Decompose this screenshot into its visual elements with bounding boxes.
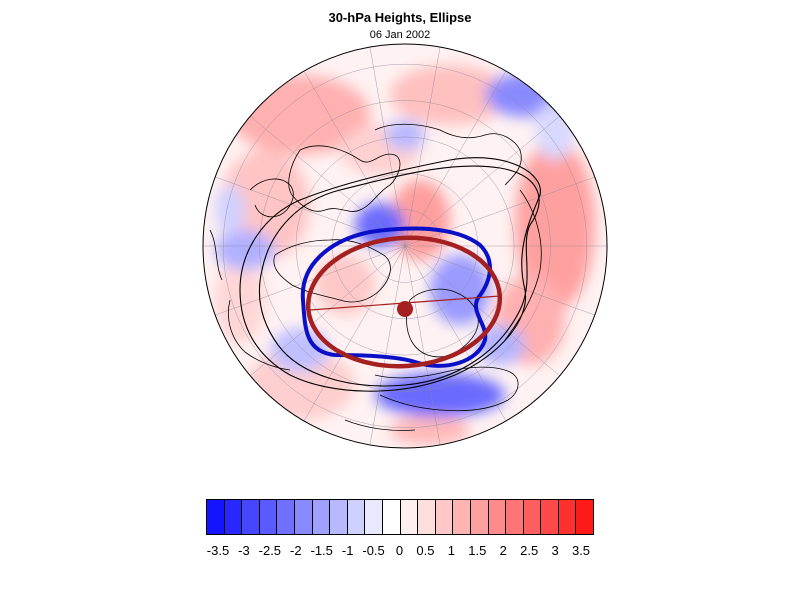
colorbar-cell [224, 500, 243, 534]
meridian-line [250, 115, 406, 247]
meridian-line [404, 115, 560, 247]
map-title: 30-hPa Heights, Ellipse [328, 10, 472, 25]
colorbar-tick-label: 3.5 [571, 543, 591, 558]
colorbar-tick-label: 0.5 [416, 543, 435, 558]
graticule [203, 47, 607, 445]
outer-contour-2 [239, 157, 541, 392]
meridian-line [404, 245, 560, 377]
coastlines [209, 123, 542, 431]
coastline-east [504, 189, 542, 341]
anomaly-patch-negative [430, 255, 490, 325]
colorbar-cell [541, 500, 559, 534]
meridian-line [404, 176, 595, 247]
coastline-greenland [288, 145, 401, 212]
colorbar-cell [242, 500, 260, 534]
colorbar-cell [523, 500, 542, 534]
colorbar-cell [576, 500, 594, 534]
colorbar-tick-label: -3 [238, 543, 250, 558]
colorbar-tick-label: -1 [341, 543, 354, 558]
meridian-line [215, 176, 406, 247]
anomaly-patch-negative [535, 100, 575, 160]
colorbar-tick-label: 2 [499, 543, 507, 558]
colorbar-tick-label: 0 [395, 543, 404, 558]
meridian-line [404, 245, 441, 445]
globe-outline [202, 43, 608, 449]
height-contours [239, 157, 541, 392]
anomaly-patch-positive [515, 140, 595, 310]
globe-body [203, 44, 607, 448]
meridian-line [303, 70, 406, 247]
meridian-line [250, 245, 406, 377]
colorbar-cell [365, 500, 383, 534]
coastline-island [249, 178, 294, 218]
meridian-line [369, 245, 406, 445]
meridian-line [303, 245, 406, 422]
colorbar-tick-label: -1.5 [310, 543, 333, 558]
map-subtitle: 06 Jan 2002 [369, 29, 431, 41]
colorbar-cell [400, 500, 419, 534]
colorbar-cell [330, 500, 348, 534]
meridian-line [404, 245, 595, 316]
meridian-line [404, 245, 507, 422]
outer-contour [258, 165, 540, 387]
colorbar-tick-label: -2.5 [258, 543, 282, 558]
colorbar-tick-label: 2.5 [520, 543, 539, 558]
coastline-eurasia-south [374, 366, 519, 412]
colorbar-labels: -3.5 -3 -2.5 -2 -1.5 -1 -0.5 0 0.5 1 1.5 2 2.5 3 3.5 [0, 543, 800, 563]
meridian-line [215, 245, 406, 316]
colorbar-cell [418, 500, 436, 534]
coastline-siberia [228, 299, 291, 371]
anomaly-patch-positive [390, 415, 470, 445]
colorbar-tick-label: 3 [551, 543, 559, 558]
colorbar-cell [488, 500, 507, 534]
colorbar-cell [470, 500, 489, 534]
colorbar-cell [312, 500, 331, 534]
meridian-line [369, 47, 406, 247]
colorbar [206, 499, 594, 535]
colorbar-tick-label: -2 [290, 543, 302, 558]
colorbar-cell [558, 500, 577, 534]
meridian-line [404, 47, 441, 247]
colorbar-cell [259, 500, 278, 534]
anomaly-patch-negative [385, 120, 425, 150]
colorbar-cell [294, 500, 313, 534]
anomaly-patch-positive [315, 255, 375, 315]
coastline-arctic-islands [273, 239, 391, 303]
anomaly-patch-negative [215, 185, 245, 235]
anomaly-patch-negative [375, 373, 505, 417]
fitted-ellipse [305, 235, 503, 369]
colorbar-tick-label: -0.5 [362, 543, 385, 558]
colorbar-cell [453, 500, 471, 534]
colorbar-tick-label: -3.5 [206, 543, 230, 558]
colorbar-cell [207, 500, 225, 534]
colorbar-cell [382, 500, 401, 534]
colorbar-tick-label: 1 [447, 543, 455, 558]
ellipse-centroid [397, 301, 413, 317]
coastline-south [344, 419, 416, 431]
colorbar-cell [435, 500, 454, 534]
coastline-scandinavia [406, 288, 479, 358]
coastline-west [209, 229, 223, 281]
coastline-north-america [374, 123, 522, 186]
meridian-line [404, 70, 507, 247]
colorbar-cell [506, 500, 524, 534]
anomaly-patch-negative [270, 328, 330, 372]
colorbar-cell [347, 500, 366, 534]
colorbar-tick-label: 1.5 [468, 543, 487, 558]
anomaly-patch-positive [390, 65, 510, 125]
colorbar-cell [277, 500, 295, 534]
